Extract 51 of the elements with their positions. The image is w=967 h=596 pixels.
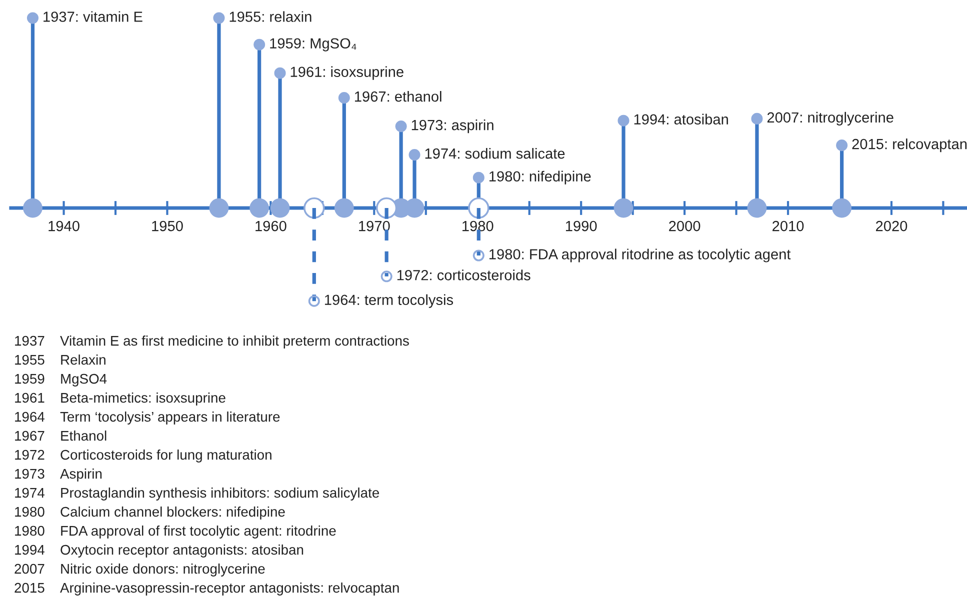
point <box>751 112 763 124</box>
annotation: 1961: isoxsuprine <box>290 66 404 80</box>
x-tick-label: 1960 <box>256 220 286 232</box>
point <box>395 120 407 132</box>
text: 1937 Vitamin E as first medicine to inhibit preterm contractions <box>15 336 409 348</box>
point <box>26 12 38 24</box>
text: 1980 FDA approval of first tocolytic agent: ritodrine <box>15 526 336 538</box>
point <box>338 92 350 104</box>
text: 2007 Nitric oxide donors: nitroglycerine <box>14 564 265 576</box>
annotation: 2015: relcovaptan <box>852 138 967 152</box>
annotation: 1937: vitamin E <box>44 11 142 22</box>
x-tick-label: 1980 <box>462 220 494 232</box>
x-tick-label: 2000 <box>669 220 700 232</box>
point <box>213 12 225 24</box>
annotation: 1955: relaxin <box>230 11 312 22</box>
x-tick-label: 1940 <box>48 220 80 232</box>
x-tick-label: 1990 <box>566 220 597 232</box>
annotation: 1967: ethanol <box>354 91 442 102</box>
point <box>836 140 848 152</box>
annotation: 1974: sodium salicate <box>425 148 565 159</box>
point <box>274 67 286 79</box>
text: 1974 Prostaglandin synthesis inhibitors: sodium salicylate <box>15 488 379 500</box>
text: 1959 MgSO4 <box>15 374 107 386</box>
text: 1972 Corticosteroids for lung maturation <box>15 450 272 462</box>
point <box>254 38 266 50</box>
x-tick-label: 2020 <box>876 220 908 232</box>
point <box>380 270 392 282</box>
text: 1994 Oxytocin receptor antagonists: atosiban <box>15 544 304 558</box>
annotation: 1964: term tocolysis <box>324 294 454 308</box>
text: 2015 Arginine-vasopressin-receptor antagonists: relvocaptan <box>14 582 399 596</box>
text: 1967 Ethanol <box>15 430 106 441</box>
point <box>472 250 484 262</box>
annotation: 1980: FDA approval ritodrine as tocolytic agent <box>489 248 791 262</box>
annotation: 1980: nifedipine <box>489 170 591 184</box>
annotation: 1994: atosiban <box>634 114 728 125</box>
annotation: 1973: aspirin <box>412 120 494 134</box>
point <box>472 172 484 184</box>
x-tick-label: 1970 <box>359 220 390 232</box>
point <box>618 114 630 126</box>
text: 1961 Beta-mimetics: isoxsuprine <box>15 392 226 406</box>
text: 1973 Aspirin <box>15 468 102 482</box>
text: 1955 Relaxin <box>15 354 106 365</box>
x-tick-label: 2010 <box>772 220 804 232</box>
text: 1980 Calcium channel blockers: nifedipine <box>15 506 285 520</box>
point <box>308 295 320 307</box>
text: 1964 Term ‘tocolysis’ appears in literature <box>15 412 280 424</box>
annotation: 1972: corticosteroids <box>397 270 530 280</box>
x-tick-label: 1950 <box>152 220 183 232</box>
annotation: 2007: nitroglycerine <box>767 112 894 126</box>
annotation: 1959: MgSO₄ <box>270 38 356 52</box>
point <box>408 149 420 161</box>
